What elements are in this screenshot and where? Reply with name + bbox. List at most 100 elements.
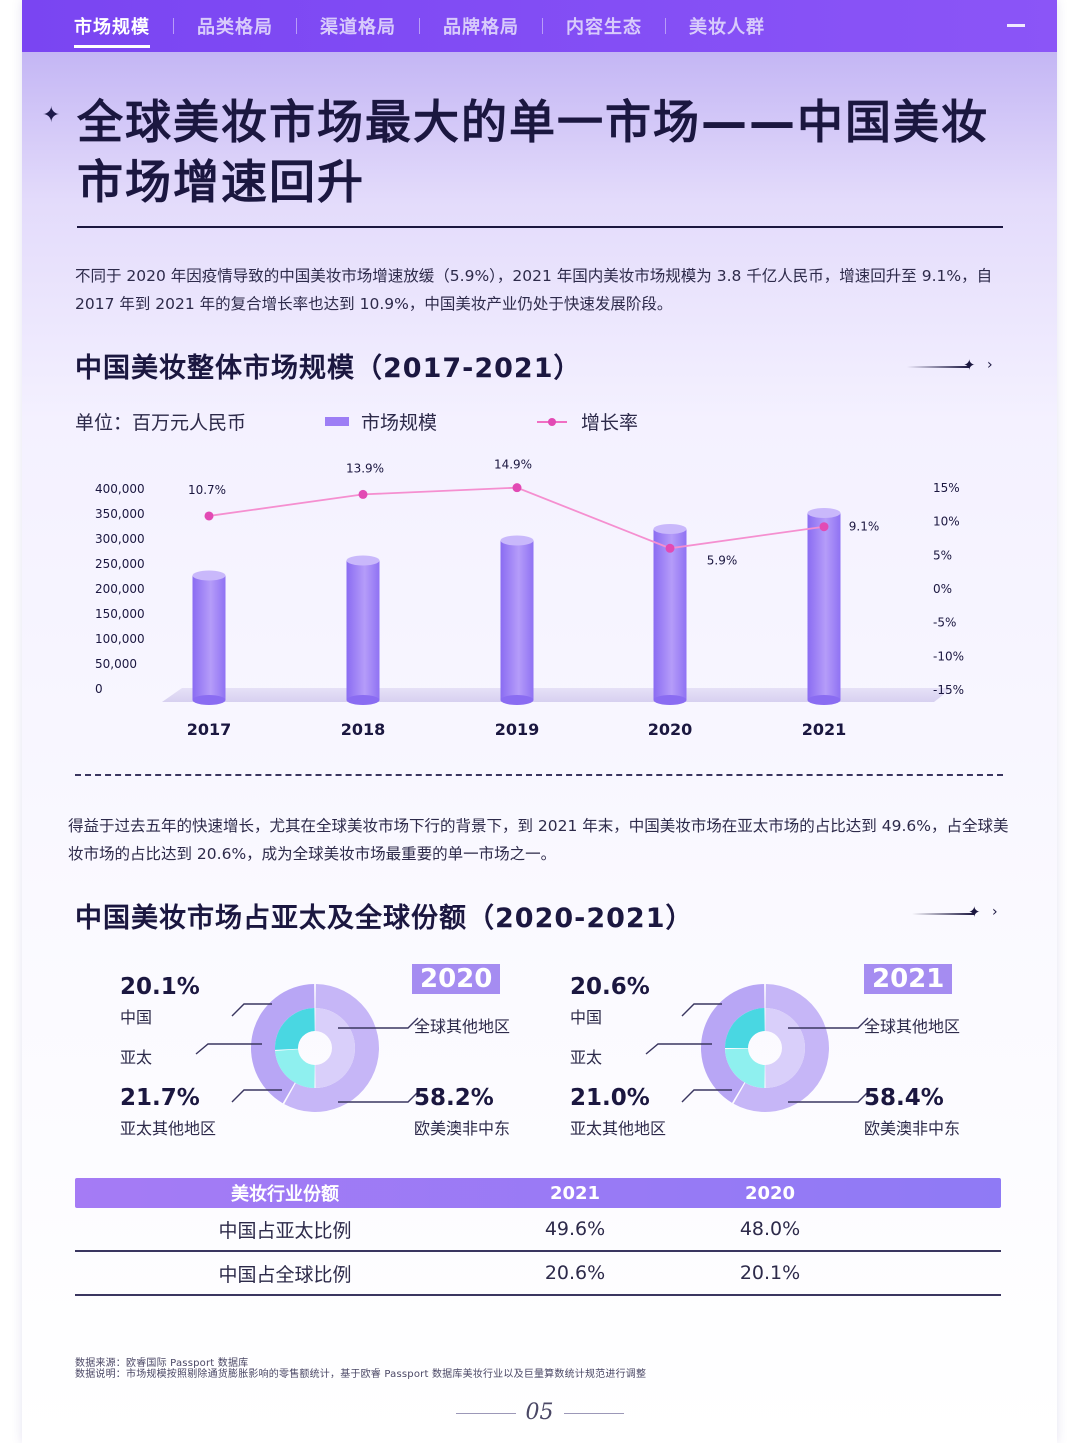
title-divider <box>77 226 1003 228</box>
decorative-arrow-icon: ✦ › <box>907 356 1002 374</box>
donut-inner-slice <box>275 1049 315 1088</box>
legend-market-size: 市场规模 <box>325 408 437 435</box>
market-share-section-title: 中国美妆市场占亚太及全球份额（2020-2021） <box>75 903 694 934</box>
leader-line <box>681 1003 722 1017</box>
table-header-cell: 2020 <box>744 1182 796 1204</box>
growth-rate-point <box>512 483 522 493</box>
leader-line <box>788 1091 869 1103</box>
donut-2020: 20.1% 中国 亚太 21.7% 亚太其他地区 2020 全球其他地区 58.… <box>112 956 592 1146</box>
leader-line <box>681 1089 732 1103</box>
page-title: 全球美妆市场最大的单一市场——中国美妆市场增速回升 <box>77 95 989 209</box>
nav-tab-content[interactable]: 内容生态 <box>566 17 642 38</box>
growth-rate-label: 9.1% <box>849 520 880 534</box>
bar-market-size <box>346 560 380 700</box>
growth-rate-point <box>204 511 214 521</box>
donut-2020-china-label: 中国 <box>120 1008 153 1027</box>
nav-divider <box>173 18 174 34</box>
nav-divider <box>665 18 666 34</box>
table-header: 美妆行业份额 2021 2020 <box>75 1178 1001 1208</box>
bar-bottom <box>653 695 687 705</box>
table-header-cell: 2021 <box>549 1182 601 1204</box>
y-left-tick-label: 400,000 <box>95 482 145 496</box>
leader-line <box>338 1091 419 1103</box>
x-tick-label: 2020 <box>648 720 693 739</box>
y-left-tick-label: 50,000 <box>95 657 137 671</box>
donut-outer-slice <box>733 984 829 1112</box>
report-page: 市场规模 品类格局 渠道格局 品牌格局 内容生态 美妆人群 ✦ 全球美妆市场最大… <box>22 0 1057 1443</box>
page-number: 05 <box>22 1400 1057 1425</box>
y-left-tick-label: 350,000 <box>95 507 145 521</box>
table-cell-label: 中国占全球比例 <box>218 1263 352 1286</box>
x-tick-label: 2018 <box>341 720 386 739</box>
donut-2021-west-label: 欧美澳非中东 <box>864 1119 961 1138</box>
growth-rate-point <box>665 543 675 553</box>
y-left-tick-label: 150,000 <box>95 607 145 621</box>
menu-icon[interactable] <box>1007 24 1025 27</box>
leader-line <box>195 1043 262 1055</box>
nav-divider <box>419 18 420 34</box>
y-left-tick-label: 0 <box>95 682 103 696</box>
data-explanation-note: 数据说明：市场规模按照剔除通货膨胀影响的零售额统计，基于欧睿 Passport … <box>75 1369 647 1380</box>
nav-tab-channel[interactable]: 渠道格局 <box>320 17 396 38</box>
y-right-tick-label: -5% <box>933 616 956 630</box>
table-cell-value: 20.1% <box>739 1262 801 1284</box>
y-left-tick-label: 300,000 <box>95 532 145 546</box>
donut-2020-year-badge: 2020 <box>412 964 501 994</box>
donut-2020-apac-other-pct: 21.7% <box>120 1085 200 1111</box>
section-dashed-divider <box>75 774 1003 776</box>
data-source-note: 数据来源：欧睿国际 Passport 数据库 <box>75 1358 249 1369</box>
leader-line <box>788 1017 869 1029</box>
donut-2020-chart <box>195 984 419 1112</box>
donut-2021-global-label: 全球其他地区 <box>864 1017 961 1036</box>
donut-2021-chart <box>645 984 869 1112</box>
donut-2021-china-label: 中国 <box>570 1008 603 1027</box>
table-cell-value: 48.0% <box>739 1218 801 1240</box>
bar-cap <box>500 535 534 546</box>
donut-inner-slice <box>725 1008 765 1049</box>
intro-paragraph: 不同于 2020 年因疫情导致的中国美妆市场增速放缓（5.9%），2021 年国… <box>75 267 993 313</box>
donut-2020-china-pct: 20.1% <box>120 974 200 1000</box>
bar-market-size <box>192 575 226 700</box>
share-table: 美妆行业份额 2021 2020 中国占亚太比例 49.6% 48.0% 中国占… <box>75 1178 1001 1296</box>
legend-bar-label: 市场规模 <box>361 412 438 434</box>
donut-2020-global-label: 全球其他地区 <box>414 1017 511 1036</box>
nav-tab-people[interactable]: 美妆人群 <box>689 17 765 38</box>
y-left-tick-label: 250,000 <box>95 557 145 571</box>
donut-2021-apac-other-pct: 21.0% <box>570 1085 650 1111</box>
growth-rate-label: 5.9% <box>707 553 738 567</box>
donut-2021-china-pct: 20.6% <box>570 974 650 1000</box>
leader-line <box>231 1089 282 1103</box>
donut-2021-west-pct: 58.4% <box>864 1085 944 1111</box>
nav-tab-category[interactable]: 品类格局 <box>197 17 273 38</box>
page-number-rule <box>455 1412 516 1414</box>
donut-outer-slice <box>251 984 315 1104</box>
table-cell-label: 中国占亚太比例 <box>218 1219 352 1242</box>
donut-2021: 20.6% 中国 亚太 21.0% 亚太其他地区 2021 全球其他地区 58.… <box>562 956 1042 1146</box>
bar-bottom <box>807 695 841 705</box>
leader-line <box>338 1017 419 1029</box>
legend-growth-rate: 增长率 <box>537 408 638 435</box>
donut-2021-apac-label: 亚太 <box>570 1048 603 1067</box>
leader-line <box>645 1043 712 1055</box>
donut-inner-slice <box>725 1048 765 1088</box>
nav-tab-brand[interactable]: 品牌格局 <box>443 17 519 38</box>
page-number-text: 05 <box>525 1400 554 1425</box>
page-number-rule <box>563 1412 624 1414</box>
leader-line <box>231 1003 272 1017</box>
y-left-tick-label: 200,000 <box>95 582 145 596</box>
table-row: 中国占亚太比例 49.6% 48.0% <box>75 1208 1001 1252</box>
donut-outer-slice <box>284 984 379 1112</box>
bar-market-size <box>500 540 534 700</box>
y-right-tick-label: 10% <box>933 515 960 529</box>
table-cell-value: 20.6% <box>544 1262 606 1284</box>
table-row: 中国占全球比例 20.6% 20.1% <box>75 1252 1001 1296</box>
donut-outer-slice <box>701 984 765 1103</box>
bar-cap <box>807 508 841 518</box>
nav-tab-market-size[interactable]: 市场规模 <box>74 13 150 48</box>
donut-inner-slice <box>275 1008 315 1050</box>
y-right-tick-label: 5% <box>933 548 952 562</box>
growth-rate-label: 14.9% <box>494 458 532 472</box>
chart-unit-label: 单位：百万元人民币 <box>75 412 247 434</box>
bar-cap <box>653 524 687 534</box>
growth-rate-label: 10.7% <box>188 483 226 497</box>
